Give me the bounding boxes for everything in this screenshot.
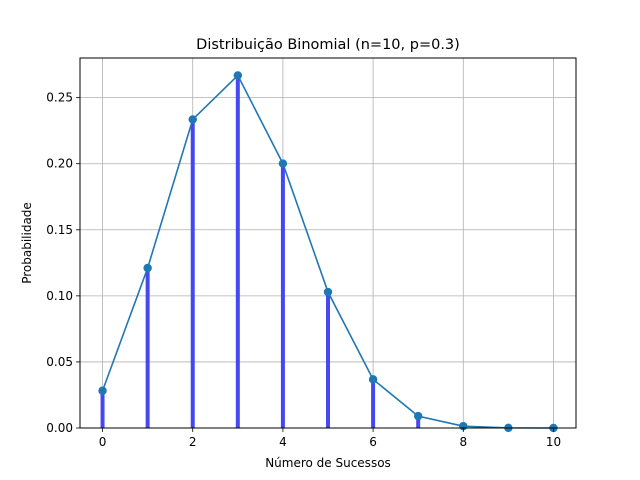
x-axis-ticks: 0 2 4 6 8 10 xyxy=(99,428,561,449)
y-tick-label-0: 0.00 xyxy=(46,421,73,435)
marker-0 xyxy=(98,386,107,395)
bar-3 xyxy=(235,75,240,428)
marker-6 xyxy=(368,375,378,384)
y-tick-label-4: 0.20 xyxy=(46,157,73,171)
bar-2 xyxy=(190,119,195,429)
x-tick-label-0: 0 xyxy=(99,435,107,449)
y-axis-label: Probabilidade xyxy=(20,202,34,284)
x-tick-label-3: 6 xyxy=(369,435,377,449)
bar-6 xyxy=(371,379,376,428)
y-tick-label-5: 0.25 xyxy=(46,91,73,105)
bar-0 xyxy=(100,390,105,428)
marker-3 xyxy=(233,71,243,80)
marker-7 xyxy=(413,411,423,421)
bars xyxy=(100,75,511,429)
marker-4 xyxy=(278,159,288,168)
x-tick-label-2: 4 xyxy=(279,435,287,449)
marker-2 xyxy=(188,115,197,124)
y-tick-label-2: 0.10 xyxy=(46,289,73,303)
x-tick-label-4: 8 xyxy=(459,435,467,449)
y-tick-label-1: 0.05 xyxy=(46,355,73,369)
x-tick-label-5: 10 xyxy=(546,435,561,449)
plot-frame xyxy=(79,57,577,429)
y-axis-ticks: 0.00 0.05 0.10 0.15 0.20 0.25 xyxy=(46,91,80,435)
bar-4 xyxy=(280,163,285,428)
x-axis-label: Número de Sucessos xyxy=(265,456,391,470)
bar-1 xyxy=(145,267,150,428)
x-tick-label-1: 2 xyxy=(189,435,197,449)
bar-5 xyxy=(326,292,330,428)
marker-1 xyxy=(143,263,152,273)
marker-5 xyxy=(323,287,333,297)
y-tick-label-3: 0.15 xyxy=(46,223,73,237)
bar-7 xyxy=(416,416,421,428)
chart-title: Distribuição Binomial (n=10, p=0.3) xyxy=(196,37,460,53)
